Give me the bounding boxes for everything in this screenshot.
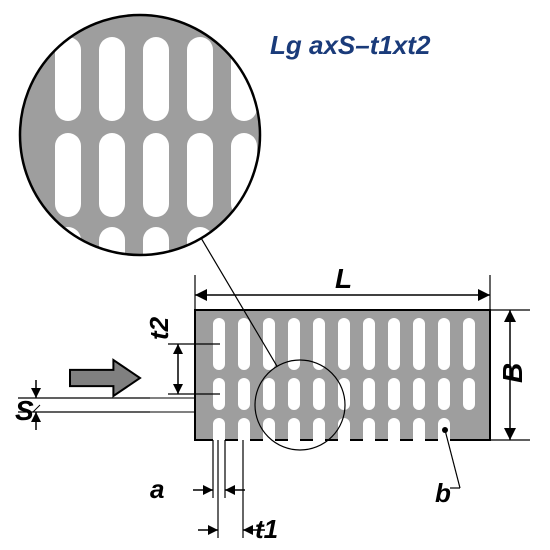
dimension-a: a [150,440,245,504]
diagram-canvas: Lg axS–t1xt2 LBSat1t2b [0,0,550,550]
dim-label-b: b [435,478,451,508]
magnifier-detail [20,15,260,311]
dim-label-a: a [150,474,164,504]
dimension-t1: t1 [198,440,278,544]
dimension-B: B [490,310,530,440]
rolling-direction-arrow [70,360,140,396]
diagram-svg: L B Sa t1 t2 b [0,0,550,550]
perforated-sheet [195,310,490,450]
dim-label-L: L [335,263,352,294]
dim-label-t2: t2 [144,316,174,340]
dim-label-t1: t1 [255,514,278,544]
dim-label-S: S [15,395,34,426]
dimension-S: S [15,380,195,430]
dim-label-B: B [497,363,528,383]
